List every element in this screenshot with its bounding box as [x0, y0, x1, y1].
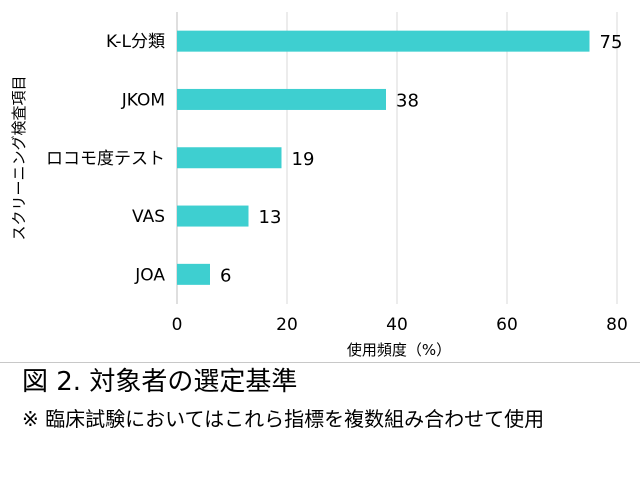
x-axis-title: 使用頻度（%）: [347, 341, 451, 359]
x-tick-label: 60: [496, 315, 518, 335]
data-label: 13: [259, 207, 282, 228]
bar: [177, 205, 249, 227]
bar-chart: 0 20 40 60 80 K-L分類 75 JKOM 38 ロコモ度テスト 19 VAS 13 JOA 6…: [10, 12, 628, 359]
bar: [177, 147, 282, 169]
y-axis-title: スクリーニング検査項目: [10, 75, 28, 240]
bar: [177, 88, 386, 110]
category-label: VAS: [132, 207, 165, 227]
x-tick-label: 80: [606, 315, 628, 335]
chart-panel: 0 20 40 60 80 K-L分類 75 JKOM 38 ロコモ度テスト 19 VAS 13 JOA 6…: [0, 12, 640, 363]
bar: [177, 263, 210, 285]
figure-caption-title: 図 2. 対象者の選定基準: [22, 367, 298, 397]
data-label: 75: [600, 32, 623, 53]
x-tick-label: 20: [276, 315, 298, 335]
data-label: 19: [292, 149, 315, 170]
category-label: ロコモ度テスト: [46, 149, 165, 169]
data-label: 38: [396, 90, 419, 111]
bar: [177, 30, 590, 52]
category-label: JKOM: [121, 90, 165, 110]
category-label: K-L分類: [106, 32, 165, 52]
category-label: JOA: [134, 265, 165, 285]
x-tick-label: 40: [386, 315, 408, 335]
data-label: 6: [220, 265, 231, 286]
figure-caption-note: ※ 臨床試験においてはこれら指標を複数組み合わせて使用: [22, 407, 545, 431]
x-tick-label: 0: [172, 315, 183, 335]
